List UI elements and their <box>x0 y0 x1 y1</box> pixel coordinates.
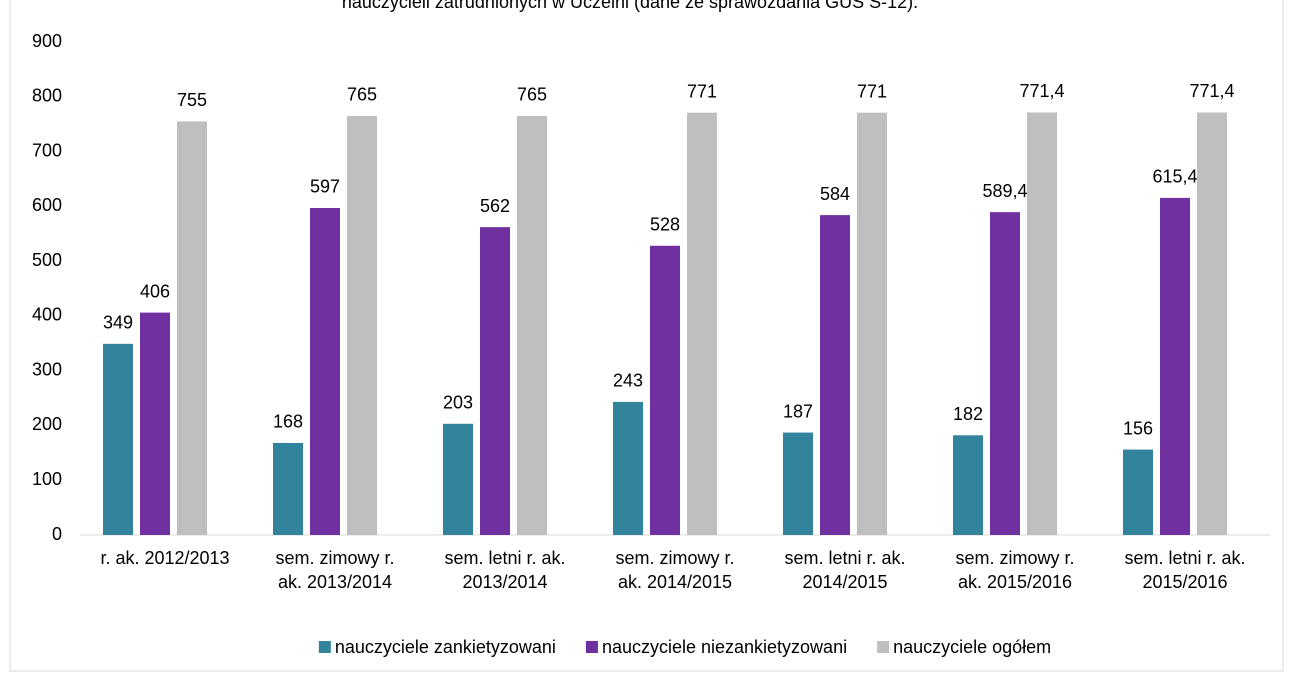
x-tick-label-line: sem. zimowy r. <box>615 548 734 568</box>
data-label: 243 <box>613 371 643 391</box>
x-tick-label-line: 2014/2015 <box>802 572 887 592</box>
data-label: 562 <box>480 196 510 216</box>
legend-label: nauczyciele zankietyzowani <box>335 637 556 657</box>
bar <box>273 442 303 535</box>
data-label: 771,4 <box>1019 81 1064 101</box>
data-label: 156 <box>1123 418 1153 438</box>
x-tick-label-line: sem. zimowy r. <box>275 548 394 568</box>
y-tick-label: 200 <box>32 414 62 434</box>
bar <box>820 215 850 535</box>
data-label: 765 <box>347 85 377 105</box>
data-label: 528 <box>650 215 680 235</box>
x-tick-label-line: sem. letni r. ak. <box>1124 548 1245 568</box>
y-tick-label: 400 <box>32 305 62 325</box>
bar <box>103 343 133 535</box>
data-label: 406 <box>140 281 170 301</box>
x-tick-label-line: sem. letni r. ak. <box>784 548 905 568</box>
bar <box>1160 197 1190 535</box>
bar <box>1027 112 1057 536</box>
y-tick-label: 100 <box>32 469 62 489</box>
data-label: 771 <box>687 81 717 101</box>
data-label: 589,4 <box>982 181 1027 201</box>
bar <box>347 115 377 535</box>
y-tick-label: 300 <box>32 359 62 379</box>
chart-title: nauczycieli zatrudnionych w Uczelni (dan… <box>342 0 918 12</box>
legend-item: nauczyciele niezankietyzowani <box>585 637 847 657</box>
x-tick-label-line: ak. 2015/2016 <box>958 572 1072 592</box>
bar <box>517 115 547 535</box>
legend-swatch <box>877 641 890 653</box>
legend-item: nauczyciele zankietyzowani <box>318 637 556 657</box>
data-label: 755 <box>177 90 207 110</box>
y-tick-label: 800 <box>32 86 62 106</box>
data-label: 168 <box>273 412 303 432</box>
data-label: 597 <box>310 177 340 197</box>
data-label: 203 <box>443 393 473 413</box>
bar <box>480 227 510 535</box>
x-tick-label: sem. zimowy r. ak. 2014/2015 <box>615 548 734 592</box>
bar <box>1197 112 1227 536</box>
x-tick-label: sem. zimowy r. ak. 2015/2016 <box>955 548 1074 592</box>
legend-item: nauczyciele ogółem <box>877 637 1051 657</box>
data-label: 771,4 <box>1189 81 1234 101</box>
bar <box>650 245 680 536</box>
y-tick-label: 600 <box>32 195 62 215</box>
data-label: 187 <box>783 401 813 421</box>
bar <box>783 432 813 535</box>
data-label: 765 <box>517 85 547 105</box>
bar <box>613 401 643 535</box>
data-label: 584 <box>820 184 850 204</box>
data-label: 615,4 <box>1152 167 1197 187</box>
y-tick-label: 500 <box>32 250 62 270</box>
data-label: 349 <box>103 313 133 333</box>
x-tick-label-line: 2013/2014 <box>462 572 547 592</box>
x-tick-label-line: 2015/2016 <box>1142 572 1227 592</box>
legend-swatch <box>318 641 331 653</box>
bar <box>310 207 340 535</box>
data-label: 771 <box>857 81 887 101</box>
x-tick-label-line: r. ak. 2012/2013 <box>100 548 229 568</box>
x-tick-label: sem. letni r. ak. 2015/2016 <box>1124 548 1245 592</box>
chart-border <box>9 0 1284 672</box>
legend-label: nauczyciele niezankietyzowani <box>602 637 847 657</box>
x-tick-label-line: sem. letni r. ak. <box>444 548 565 568</box>
legend-label: nauczyciele ogółem <box>893 637 1051 657</box>
x-tick-label: r. ak. 2012/2013 <box>100 548 229 568</box>
bar <box>443 423 473 535</box>
x-tick-label-line: ak. 2014/2015 <box>618 572 732 592</box>
legend-swatch <box>585 641 598 653</box>
bar <box>953 435 983 535</box>
bar <box>140 312 170 535</box>
bar <box>990 212 1020 535</box>
x-tick-label: sem. letni r. ak. 2013/2014 <box>444 548 565 592</box>
bar <box>857 112 887 535</box>
bar <box>1123 449 1153 535</box>
y-tick-label: 700 <box>32 140 62 160</box>
bar <box>687 112 717 535</box>
bar <box>177 121 207 535</box>
x-tick-label-line: sem. zimowy r. <box>955 548 1074 568</box>
x-tick-label: sem. zimowy r. ak. 2013/2014 <box>275 548 394 592</box>
x-tick-label: sem. letni r. ak. 2014/2015 <box>784 548 905 592</box>
data-label: 182 <box>953 404 983 424</box>
y-tick-label: 0 <box>52 524 62 544</box>
x-tick-label-line: ak. 2013/2014 <box>278 572 392 592</box>
y-tick-label: 900 <box>32 31 62 51</box>
